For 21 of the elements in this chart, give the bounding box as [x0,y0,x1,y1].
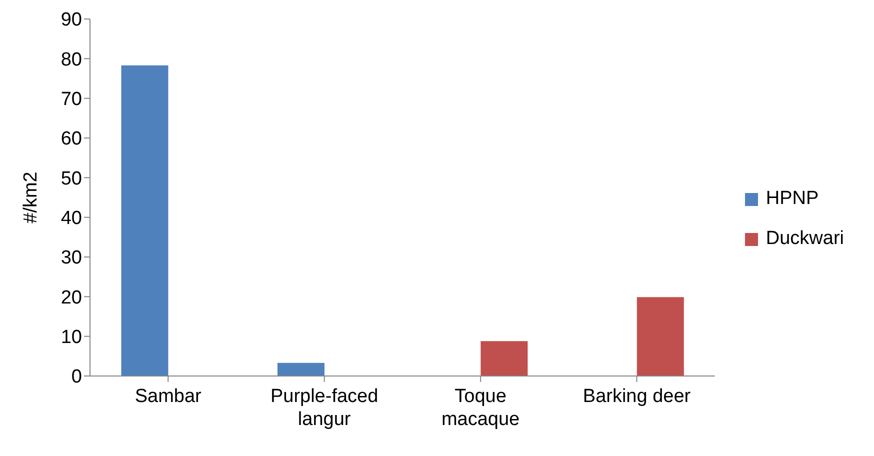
y-tick-label: 10 [60,327,82,348]
y-tick-label: 30 [60,248,82,269]
x-tick-label: Purple-faced langur [270,386,378,430]
y-tick-label: 40 [60,208,82,230]
y-tick-label: 80 [60,49,82,70]
y-tick-label: 0 [71,366,82,388]
legend-label: HPNP [766,188,819,210]
x-tick-label: Barking deer [582,386,692,407]
y-tick-label: 70 [60,89,82,110]
legend-label: Duckwari [766,228,844,250]
y-tick-label: 50 [60,168,82,190]
bar [636,297,684,376]
x-tick-label: Sambar [134,386,202,407]
bar [277,362,324,376]
x-tick-label: Toque macaque [441,386,520,430]
y-axis-title: #/km2 [20,172,42,224]
y-tick-label: 20 [60,287,82,308]
bar [121,65,168,376]
y-tick-label: 90 [60,10,82,31]
y-tick-label: 60 [60,128,82,150]
bar [480,341,528,376]
